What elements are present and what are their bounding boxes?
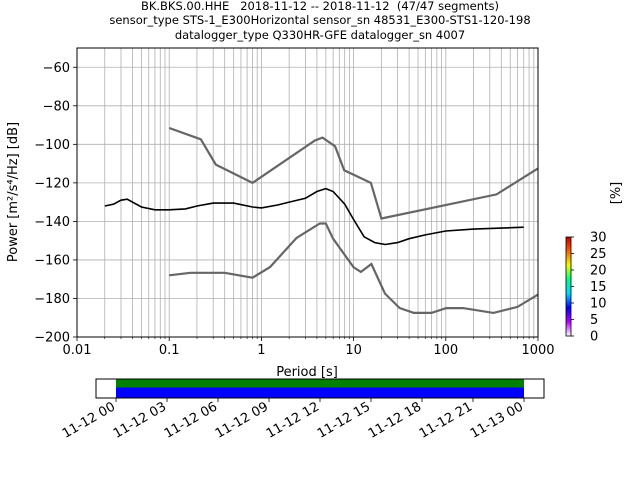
colorbar-tick-label: 5 xyxy=(590,313,598,328)
nlnm-curve xyxy=(169,222,539,315)
coverage-tick-label: 11-12 09 xyxy=(213,399,271,441)
coverage-tick-label: 11-12 12 xyxy=(264,399,322,441)
coverage-tick-label: 11-12 03 xyxy=(111,399,169,441)
y-tick-label: −100 xyxy=(34,138,70,153)
y-tick-label: −160 xyxy=(34,253,70,268)
plot-area xyxy=(77,48,538,337)
colorbar-tick-label: 20 xyxy=(590,264,607,279)
mean-curve xyxy=(104,187,524,246)
coverage-segment-blue xyxy=(116,387,524,398)
coverage-tick-label: 11-12 06 xyxy=(162,399,220,441)
mean-curve-line xyxy=(104,187,524,246)
colorbar-tick-label: 10 xyxy=(590,297,607,312)
coverage-segment-green xyxy=(116,379,524,388)
y-axis-label: Power [m²/s⁴/Hz] [dB] xyxy=(6,122,21,262)
colorbar-label: [%] xyxy=(609,182,624,205)
x-tick-label: 100 xyxy=(433,343,458,358)
y-tick-label: −120 xyxy=(34,176,70,191)
coverage-tick-label: 11-12 00 xyxy=(60,399,118,441)
x-tick-label: 1 xyxy=(257,343,265,358)
plot-frame xyxy=(76,47,539,338)
title-line-2: sensor_type STS-1_E300Horizontal sensor_… xyxy=(109,13,531,27)
y-axis: −60 −80 −100 −120 −140 −160 −180 −200 xyxy=(34,61,77,346)
nhnm-curve xyxy=(168,126,539,220)
title-line-1: BK.BKS.00.HHE 2018-11-12 -- 2018-11-12 (… xyxy=(140,0,500,13)
coverage-tick-label: 11-12 18 xyxy=(366,399,424,441)
x-tick-label: 0.1 xyxy=(159,343,180,358)
x-tick-label: 10 xyxy=(345,343,362,358)
y-tick-label: −80 xyxy=(43,99,70,114)
colorbar-tick-label: 25 xyxy=(590,247,607,262)
title-line-3: datalogger_type Q330HR-GFE datalogger_sn… xyxy=(174,28,466,42)
coverage-tick-label: 11-12 21 xyxy=(417,399,475,441)
colorbar-tick-label: 15 xyxy=(590,280,607,295)
x-tick-label: 0.01 xyxy=(63,343,92,358)
colorbar-gradient xyxy=(565,236,572,337)
coverage-tick-label: 11-13 00 xyxy=(468,399,526,441)
x-axis: 0.01 0.1 1 10 100 1000 xyxy=(63,337,555,358)
ppsd-plot: 0.01 0.1 1 10 100 1000 −60 −80 −100 −120 −140 −160… xyxy=(6,47,555,380)
y-tick-label: −60 xyxy=(43,61,70,76)
noise-models xyxy=(168,126,539,315)
y-tick-label: −200 xyxy=(34,331,70,346)
x-axis-label: Period [s] xyxy=(276,365,338,380)
y-tick-label: −180 xyxy=(34,292,70,307)
colorbar-tick-label: 0 xyxy=(590,330,598,345)
colorbar-tick-label: 30 xyxy=(590,231,607,246)
y-tick-label: −140 xyxy=(34,215,70,230)
coverage-bars xyxy=(116,379,524,398)
coverage-tick-label: 11-12 15 xyxy=(315,399,373,441)
x-tick-label: 1000 xyxy=(521,343,554,358)
